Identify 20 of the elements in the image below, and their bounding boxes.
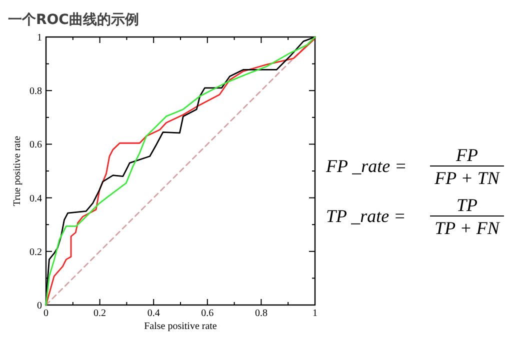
x-tick-label: 0.8	[254, 308, 268, 319]
y-tick-label: 1	[37, 32, 42, 44]
x-tick-label: 1	[312, 308, 318, 319]
text: TP	[456, 195, 478, 215]
x-tick-label: 0.4	[147, 308, 160, 319]
y-tick-label: 0.2	[30, 246, 42, 258]
text: FP	[455, 145, 478, 165]
y-tick-label: 0.4	[30, 193, 42, 204]
text: TP _rate =	[326, 206, 406, 226]
text: TP + FN	[434, 218, 500, 238]
y-tick-label: 0.6	[30, 140, 42, 151]
text: FP _rate =	[325, 156, 407, 176]
y-tick-label: 0.8	[30, 86, 42, 98]
x-axis-title: False positive rate	[144, 321, 218, 332]
text: FP + TN	[434, 168, 500, 188]
y-axis-title: True positive rate	[12, 135, 23, 206]
x-tick-label: 0.2	[94, 308, 106, 319]
y-tick-label: 0	[37, 300, 42, 312]
x-tick-label: 0.6	[201, 308, 214, 319]
chart-title: 一个ROC曲线的示例	[8, 12, 139, 28]
